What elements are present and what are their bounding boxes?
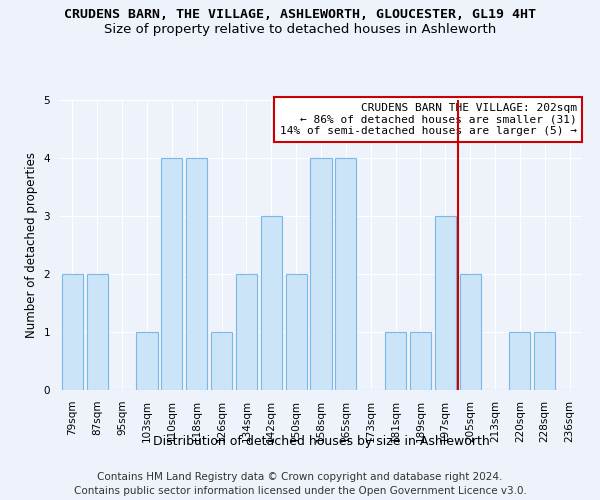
Bar xyxy=(435,216,456,390)
Bar xyxy=(87,274,108,390)
Bar xyxy=(261,216,282,390)
Bar xyxy=(509,332,530,390)
Text: CRUDENS BARN, THE VILLAGE, ASHLEWORTH, GLOUCESTER, GL19 4HT: CRUDENS BARN, THE VILLAGE, ASHLEWORTH, G… xyxy=(64,8,536,20)
Bar xyxy=(62,274,83,390)
Bar xyxy=(385,332,406,390)
Bar xyxy=(286,274,307,390)
Text: Distribution of detached houses by size in Ashleworth: Distribution of detached houses by size … xyxy=(152,435,490,448)
Bar xyxy=(236,274,257,390)
Text: Contains public sector information licensed under the Open Government Licence v3: Contains public sector information licen… xyxy=(74,486,526,496)
Bar xyxy=(310,158,332,390)
Text: Size of property relative to detached houses in Ashleworth: Size of property relative to detached ho… xyxy=(104,22,496,36)
Bar xyxy=(410,332,431,390)
Bar xyxy=(211,332,232,390)
Bar xyxy=(136,332,158,390)
Text: Contains HM Land Registry data © Crown copyright and database right 2024.: Contains HM Land Registry data © Crown c… xyxy=(97,472,503,482)
Y-axis label: Number of detached properties: Number of detached properties xyxy=(25,152,38,338)
Bar xyxy=(161,158,182,390)
Bar xyxy=(335,158,356,390)
Bar xyxy=(186,158,207,390)
Bar xyxy=(460,274,481,390)
Bar xyxy=(534,332,555,390)
Text: CRUDENS BARN THE VILLAGE: 202sqm
← 86% of detached houses are smaller (31)
14% o: CRUDENS BARN THE VILLAGE: 202sqm ← 86% o… xyxy=(280,103,577,136)
